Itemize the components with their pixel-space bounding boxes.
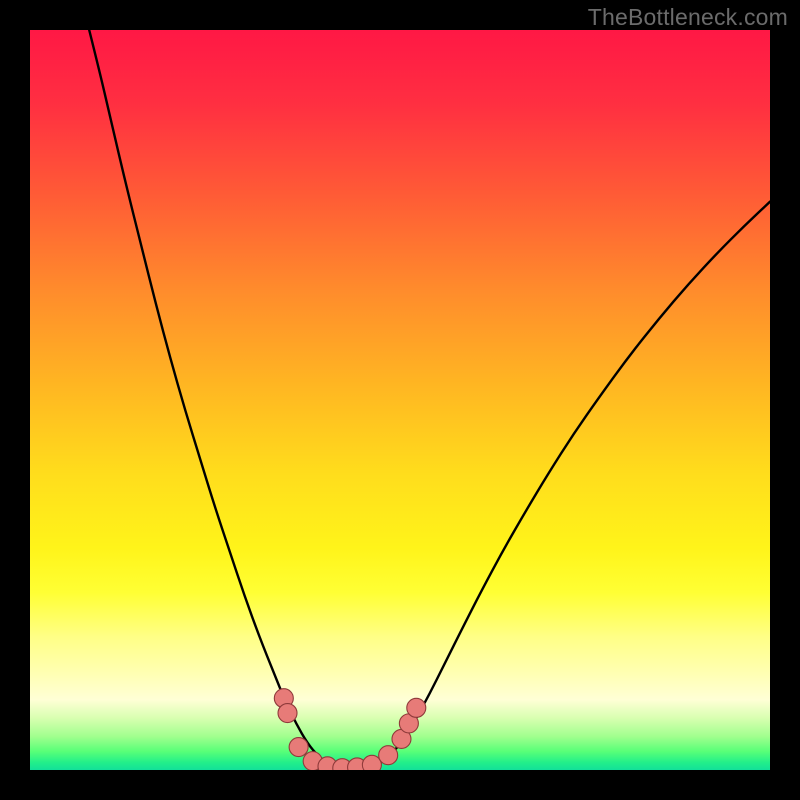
chart-svg [30, 30, 770, 770]
curve-marker [407, 698, 426, 717]
curve-marker [379, 746, 398, 765]
curve-marker [289, 738, 308, 757]
chart-frame: TheBottleneck.com [0, 0, 800, 800]
gradient-background [30, 30, 770, 770]
watermark-text: TheBottleneck.com [588, 4, 788, 31]
plot-area [30, 30, 770, 770]
curve-marker [278, 704, 297, 723]
